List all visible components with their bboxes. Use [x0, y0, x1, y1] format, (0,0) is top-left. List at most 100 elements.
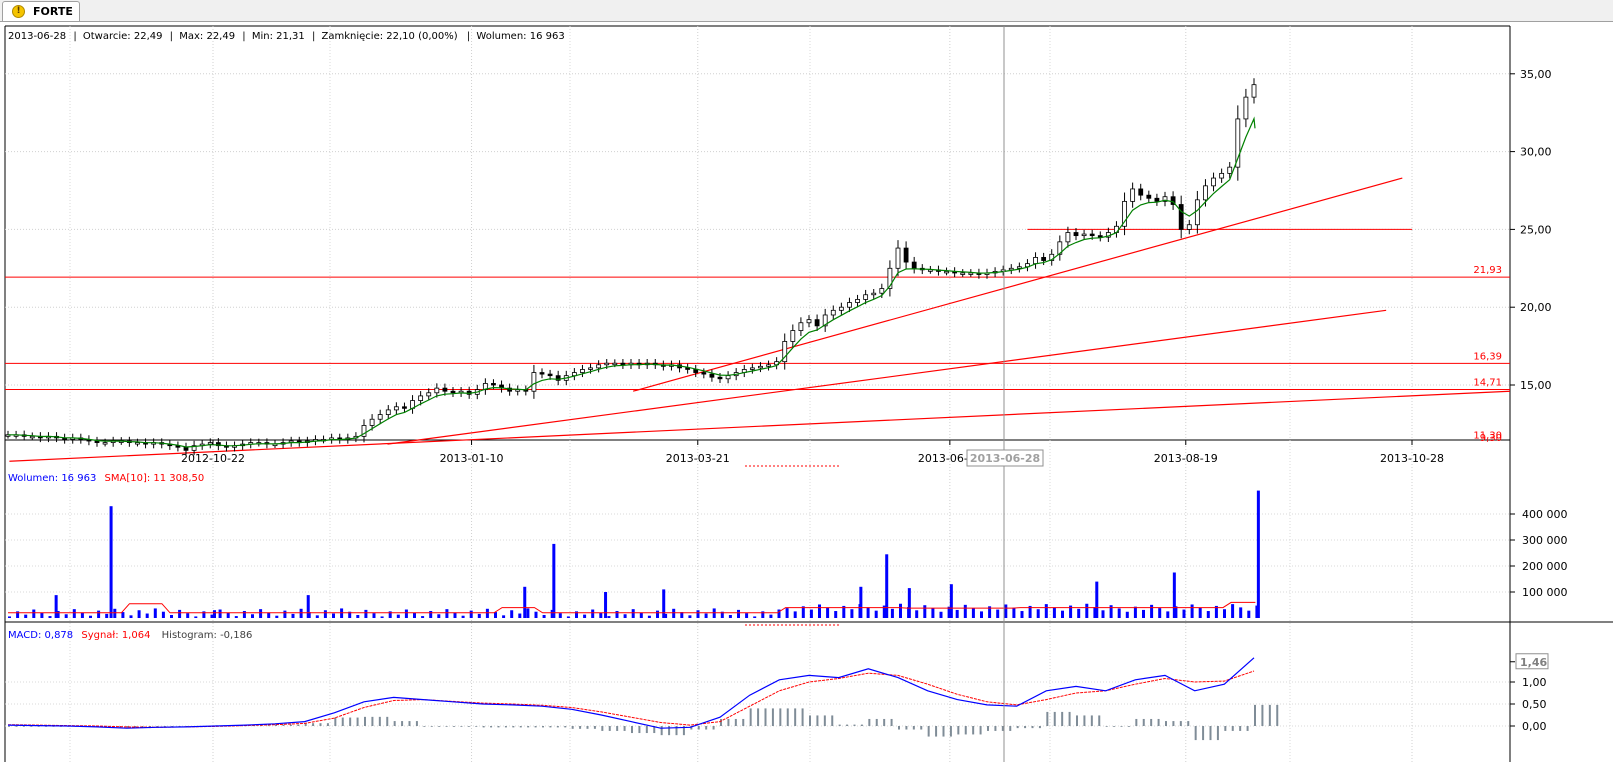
volume-spike	[1095, 581, 1099, 618]
horizontal-levels[interactable]: 21,93 16,39 14,71 11,309,30	[5, 228, 1510, 444]
volume-bar	[178, 609, 182, 618]
candle-body	[402, 406, 407, 409]
volume-bar	[80, 612, 84, 618]
candle-body	[547, 373, 553, 377]
volume-bar	[453, 612, 457, 618]
trendline	[632, 177, 1403, 392]
candle-body	[790, 330, 796, 342]
y-tick-label: 20,00	[1520, 301, 1552, 314]
macd-histogram-bar	[853, 724, 856, 726]
volume-bar	[842, 605, 846, 618]
macd-histogram-bar	[942, 726, 945, 737]
macd-histogram-bar	[608, 726, 611, 731]
volume-bar	[234, 616, 238, 618]
macd-histogram-bar	[490, 726, 493, 728]
macd-histogram-bar	[601, 726, 604, 731]
volume-bar	[1069, 605, 1073, 618]
volume-bar	[1101, 610, 1105, 618]
info-max: Max: 22,49	[179, 31, 235, 42]
macd-histogram-bar	[571, 726, 574, 729]
candle-body	[871, 292, 877, 296]
candle-body	[701, 372, 707, 375]
candle-body	[766, 364, 771, 367]
macd-histogram-bar	[1216, 726, 1219, 741]
volume-spike	[109, 506, 113, 618]
volume-bar	[575, 611, 578, 618]
candle-body	[960, 272, 966, 275]
level-label: 21,93	[1473, 265, 1502, 276]
macd-histogram-bar	[794, 708, 797, 726]
macd-histogram-bar	[319, 723, 322, 726]
macd-histogram-bar	[712, 726, 715, 730]
macd-histogram-bar	[801, 708, 804, 726]
info-sep-3: |	[242, 31, 245, 42]
volume-bars	[8, 490, 1260, 618]
macd-histogram-bar	[972, 726, 975, 735]
volume-bar	[599, 612, 603, 618]
candle-body	[588, 367, 593, 370]
volume-bar	[607, 616, 611, 618]
volume-bar	[963, 604, 967, 618]
candle-body	[1130, 188, 1136, 202]
volume-sma-line	[8, 601, 1256, 614]
macd-histogram-bar	[1179, 721, 1182, 726]
volume-bar	[97, 610, 101, 618]
macd-histogram-bar	[1038, 726, 1041, 729]
macd-histogram-bar	[668, 726, 671, 736]
volume-bar	[591, 609, 595, 618]
volume-bar	[534, 611, 538, 618]
volume-bar	[1190, 604, 1194, 618]
volume-bar	[996, 609, 1000, 618]
volume-bar	[915, 610, 919, 618]
candle-body	[191, 445, 197, 451]
macd-histogram-bar	[1202, 726, 1205, 741]
volume-bar	[720, 611, 724, 618]
tab-bar: ! FORTE	[0, 0, 1613, 22]
volume-legend: Wolumen: 16 963 SMA[10]: 11 308,50	[8, 473, 204, 484]
volume-bar	[1117, 608, 1121, 618]
macd-histogram-bar	[653, 726, 656, 734]
volume-bar	[469, 610, 473, 618]
moving-average	[8, 116, 1256, 448]
candle-body	[29, 435, 35, 439]
volume-bar	[396, 614, 400, 618]
macd-histogram-bar	[764, 708, 767, 726]
y-tick-label: 30,00	[1520, 146, 1552, 159]
volume-bar	[259, 609, 263, 618]
candle-body	[1081, 233, 1087, 237]
macd-histogram-bar	[883, 718, 886, 726]
chart-area[interactable]: 21,93 16,39 14,71 11,309,30 2012-10-22 2013-…	[0, 22, 1613, 762]
macd-histogram-bar	[1016, 726, 1019, 729]
crosshair-date-label: 2013-06-28	[970, 452, 1040, 465]
volume-bar	[647, 615, 651, 618]
candle-body	[426, 392, 432, 397]
volume-bar	[421, 616, 425, 618]
volume-bar	[769, 614, 773, 618]
volume-bar	[380, 616, 384, 618]
info-close: Zamknięcie: 22,10 (0,00%)	[322, 31, 458, 42]
macd-histogram-bar	[475, 726, 478, 727]
volume-bar	[704, 613, 708, 618]
candle-body	[102, 442, 108, 445]
volume-bar	[1206, 611, 1210, 618]
macd-histogram-bar	[326, 723, 329, 726]
volume-y-tick-label: 300 000	[1522, 534, 1568, 547]
macd-histogram-bar	[408, 721, 411, 726]
volume-bar	[1182, 609, 1186, 618]
candle-body	[434, 387, 440, 394]
macd-histogram-bar	[45, 726, 48, 727]
volume-bar	[170, 614, 173, 618]
tab-forte[interactable]: ! FORTE	[2, 1, 80, 21]
volume-bar	[639, 612, 643, 618]
macd-histogram-bar	[912, 726, 915, 730]
volume-bar	[761, 611, 765, 618]
macd-histogram-bar	[460, 726, 463, 727]
volume-bar	[348, 611, 352, 618]
volume-bar	[1052, 607, 1056, 618]
volume-bar	[583, 614, 587, 618]
trendlines[interactable]	[9, 177, 1511, 462]
volume-bar	[388, 611, 392, 618]
volume-bar	[566, 616, 570, 618]
candle-body	[385, 409, 391, 415]
macd-histogram-bar	[823, 715, 826, 726]
